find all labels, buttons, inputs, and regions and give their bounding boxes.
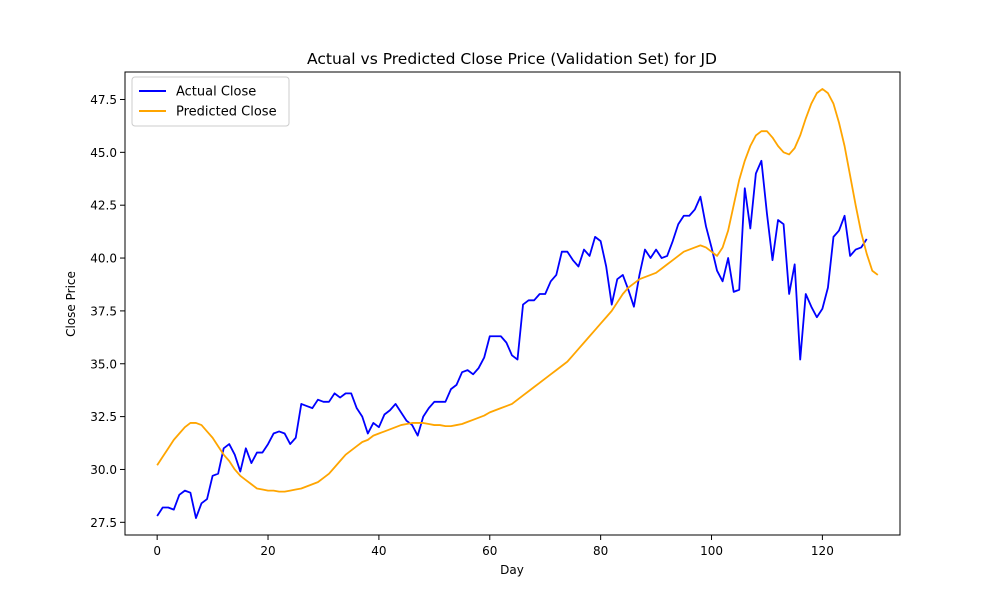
x-tick-label: 100 xyxy=(700,544,723,558)
x-tick-label: 80 xyxy=(593,544,608,558)
legend: Actual Close Predicted Close xyxy=(131,76,290,127)
y-tick-label: 42.5 xyxy=(90,199,117,213)
y-tick-label: 45.0 xyxy=(90,146,117,160)
plot-frame xyxy=(124,71,901,536)
x-tick-label: 60 xyxy=(482,544,497,558)
x-tick-label: 20 xyxy=(260,544,275,558)
y-tick-label: 37.5 xyxy=(90,304,117,318)
x-axis-label: Day xyxy=(500,563,524,577)
chart-title: Actual vs Predicted Close Price (Validat… xyxy=(307,50,717,68)
x-axis-ticks: 0 20 40 60 80 100 120 xyxy=(153,535,834,558)
series-line-actual xyxy=(156,159,868,519)
y-tick-label: 35.0 xyxy=(90,357,117,371)
y-tick-label: 30.0 xyxy=(90,463,117,477)
y-tick-label: 47.5 xyxy=(90,93,117,107)
legend-label-actual: Actual Close xyxy=(176,85,256,100)
x-tick-label: 0 xyxy=(153,544,161,558)
legend-label-predicted: Predicted Close xyxy=(176,105,277,120)
legend-frame xyxy=(131,76,290,127)
x-tick-label: 120 xyxy=(811,544,834,558)
x-tick-label: 40 xyxy=(371,544,386,558)
series-line-predicted xyxy=(156,88,879,493)
y-axis-label: Close Price xyxy=(64,271,78,337)
y-tick-label: 27.5 xyxy=(90,516,117,530)
y-axis-ticks: 27.5 30.0 32.5 35.0 37.5 40.0 42.5 45.0 47.5 xyxy=(90,93,125,530)
y-tick-label: 32.5 xyxy=(90,410,117,424)
y-tick-label: 40.0 xyxy=(90,252,117,266)
series-layer xyxy=(156,88,879,519)
